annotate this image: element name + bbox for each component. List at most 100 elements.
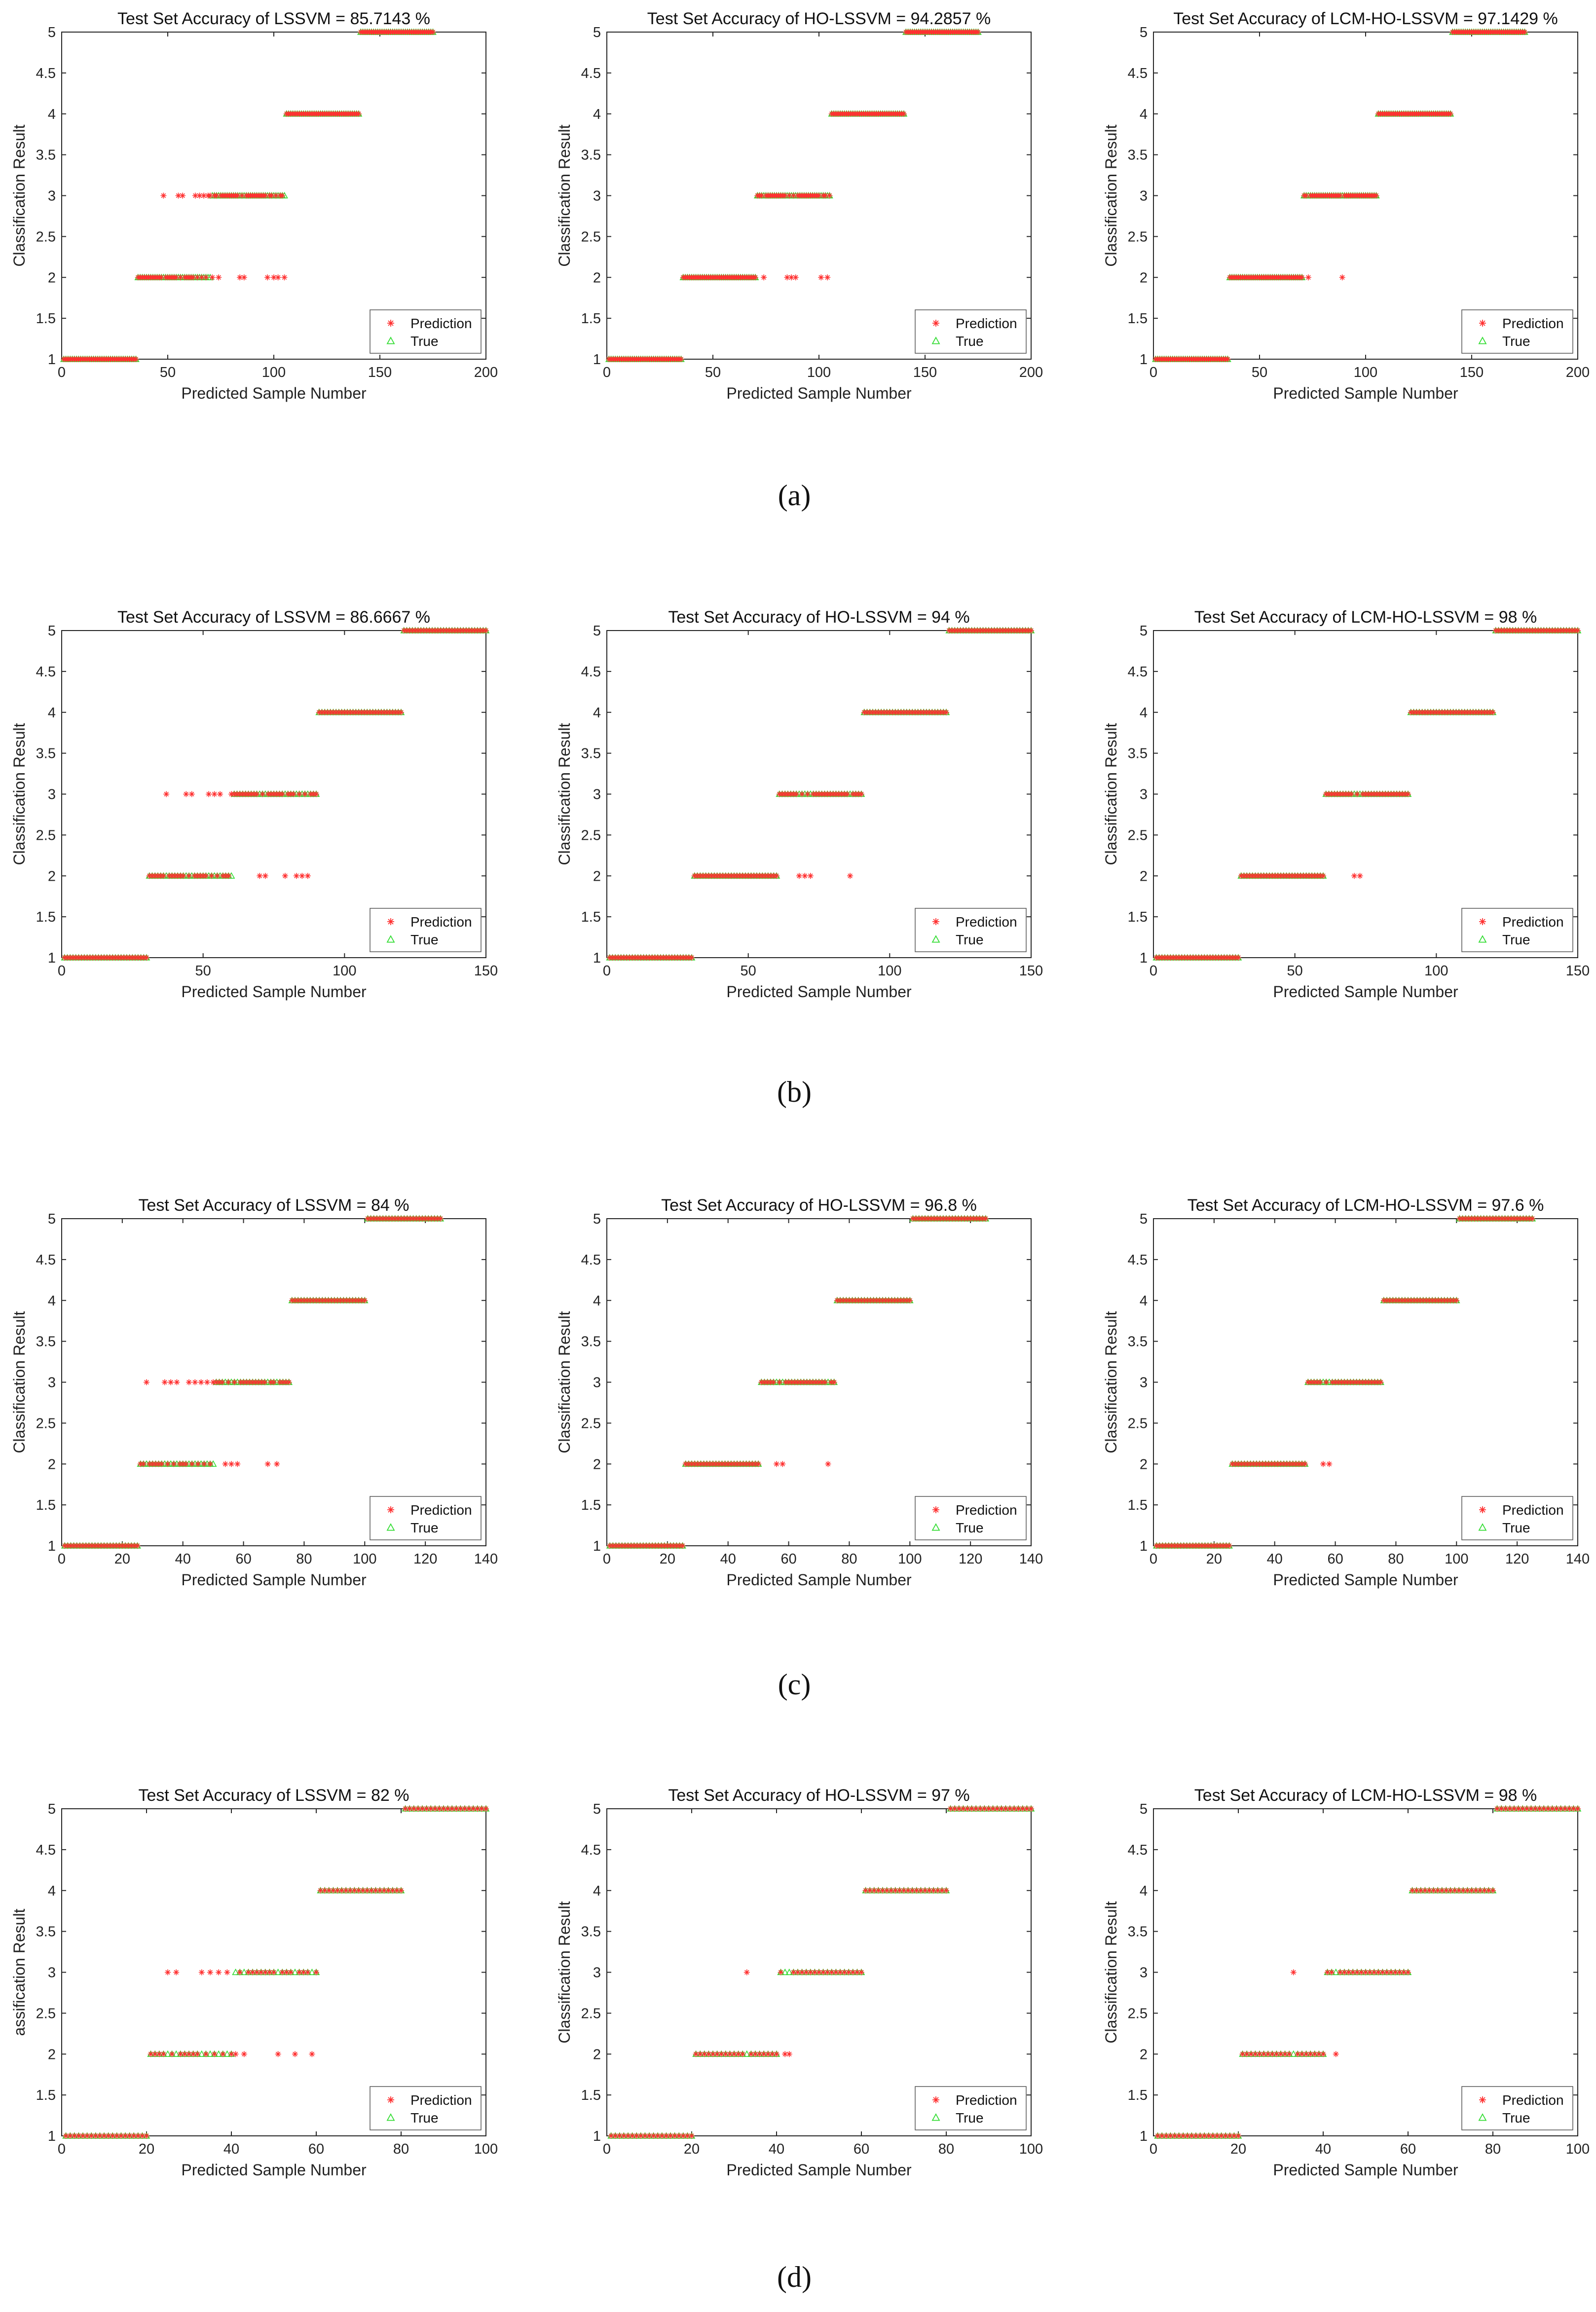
- prediction-marker: [642, 2133, 648, 2139]
- prediction-marker: [177, 274, 184, 281]
- prediction-marker: [975, 29, 981, 35]
- prediction-marker: [1278, 1461, 1284, 1467]
- prediction-marker: [646, 1543, 652, 1549]
- prediction-marker: [782, 1379, 789, 1385]
- prediction-marker: [203, 274, 209, 281]
- prediction-marker: [843, 1297, 850, 1304]
- prediction-marker: [628, 1543, 634, 1549]
- prediction-marker: [1387, 1297, 1393, 1304]
- prediction-marker: [156, 2051, 162, 2057]
- prediction-marker: [731, 2051, 737, 2057]
- prediction-marker: [1187, 1543, 1193, 1549]
- prediction-marker: [254, 1969, 260, 1976]
- x-tick-label: 0: [58, 2141, 66, 2157]
- prediction-marker: [926, 1887, 932, 1894]
- prediction-marker: [849, 1297, 855, 1304]
- prediction-marker: [837, 1297, 843, 1304]
- legend: Prediction True: [370, 309, 482, 354]
- x-tick-label: 0: [1150, 1551, 1157, 1567]
- y-tick-label: 3: [1140, 1375, 1148, 1391]
- prediction-marker: [105, 2133, 111, 2139]
- prediction-marker: [1575, 628, 1581, 634]
- chart-title: Test Set Accuracy of LCM-HO-LSSVM = 97.6…: [1188, 1196, 1544, 1215]
- prediction-marker: [201, 1461, 207, 1467]
- prediction-marker: [194, 274, 201, 281]
- prediction-marker: [986, 1806, 992, 1812]
- x-tick-label: 140: [474, 1551, 498, 1567]
- prediction-marker: [160, 192, 167, 199]
- prediction-marker: [304, 873, 311, 879]
- legend-prediction-label: Prediction: [410, 914, 472, 930]
- prediction-marker: [432, 1806, 438, 1812]
- prediction-marker: [71, 1543, 77, 1549]
- prediction-marker: [1184, 2133, 1190, 2139]
- prediction-marker: [1299, 2051, 1305, 2057]
- x-tick-label: 200: [1566, 365, 1590, 380]
- x-tick-label: 0: [603, 963, 611, 979]
- legend-box: [915, 2086, 1027, 2130]
- prediction-marker: [1329, 1379, 1336, 1385]
- prediction-marker: [925, 1216, 931, 1222]
- prediction-marker: [322, 1297, 329, 1304]
- prediction-marker: [820, 1969, 826, 1976]
- prediction-marker: [670, 1543, 677, 1549]
- x-tick-label: 20: [1206, 1551, 1222, 1567]
- prediction-marker: [1293, 1461, 1299, 1467]
- x-tick-label: 100: [333, 963, 356, 979]
- x-tick-label: 0: [58, 1551, 66, 1567]
- prediction-marker: [483, 1806, 489, 1812]
- prediction-marker: [282, 873, 288, 879]
- x-tick-label: 40: [720, 1551, 736, 1567]
- y-tick-label: 1: [1140, 352, 1148, 368]
- prediction-marker: [483, 628, 489, 634]
- y-tick-label: 2: [593, 868, 601, 884]
- prediction-marker: [1247, 1461, 1254, 1467]
- y-tick-label: 1.5: [581, 909, 601, 925]
- prediction-marker: [401, 1216, 408, 1222]
- prediction-marker: [198, 1379, 204, 1385]
- x-tick-label: 100: [262, 365, 286, 380]
- prediction-marker: [217, 791, 223, 797]
- x-tick-label: 120: [413, 1551, 437, 1567]
- prediction-marker: [888, 1887, 894, 1894]
- prediction-marker: [1208, 1543, 1214, 1549]
- prediction-marker: [719, 1461, 725, 1467]
- prediction-marker: [735, 2051, 742, 2057]
- prediction-marker: [1486, 1216, 1493, 1222]
- legend-true-label: True: [956, 932, 984, 947]
- prediction-marker: [919, 1216, 925, 1222]
- prediction-marker: [1232, 1461, 1238, 1467]
- y-tick-label: 4.5: [581, 66, 601, 81]
- prediction-marker: [407, 1216, 413, 1222]
- prediction-marker: [965, 1216, 970, 1222]
- prediction-marker: [250, 1969, 256, 1976]
- x-tick-label: 60: [780, 1551, 796, 1567]
- prediction-marker: [1274, 1461, 1281, 1467]
- prediction-marker: [746, 1461, 752, 1467]
- prediction-marker: [976, 1216, 983, 1222]
- prediction-marker: [981, 1806, 988, 1812]
- prediction-marker: [1405, 1297, 1411, 1304]
- y-tick-label: 3: [593, 1375, 601, 1391]
- prediction-marker: [1460, 1887, 1466, 1894]
- prediction-marker: [220, 2051, 226, 2057]
- data-points: [1154, 1805, 1582, 2139]
- y-tick-label: 3.5: [1128, 746, 1148, 762]
- y-tick-label: 5: [593, 25, 601, 40]
- prediction-marker: [74, 1543, 80, 1549]
- legend-prediction-label: Prediction: [956, 2092, 1017, 2108]
- prediction-marker: [253, 1379, 259, 1385]
- prediction-marker: [343, 1297, 350, 1304]
- legend-box: [915, 1496, 1027, 1540]
- prediction-marker: [360, 1887, 366, 1894]
- prediction-marker: [291, 791, 297, 797]
- prediction-marker: [279, 1969, 286, 1976]
- prediction-marker: [1502, 1806, 1509, 1812]
- prediction-marker: [1409, 1887, 1415, 1894]
- prediction-marker: [338, 1887, 345, 1894]
- prediction-marker: [891, 1297, 898, 1304]
- prediction-marker: [1384, 1297, 1390, 1304]
- prediction-marker: [86, 1543, 92, 1549]
- prediction-marker: [722, 2051, 729, 2057]
